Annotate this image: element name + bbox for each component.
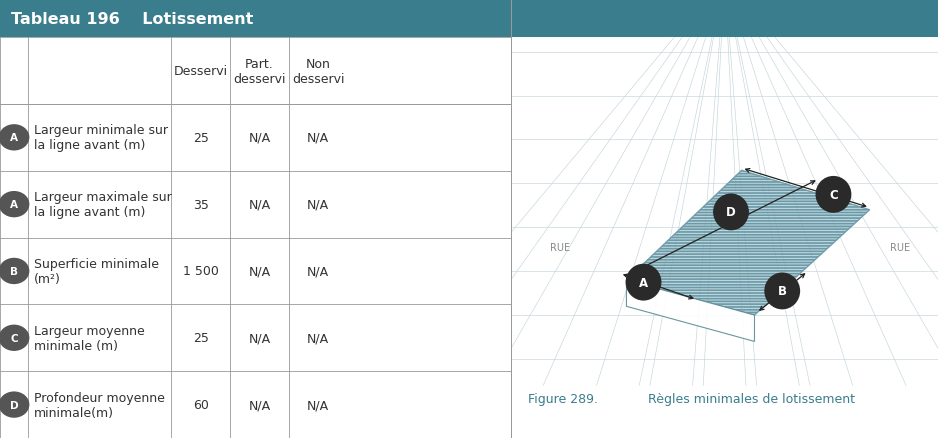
Text: Règles minimales de lotissement: Règles minimales de lotissement bbox=[648, 392, 855, 405]
Polygon shape bbox=[627, 171, 870, 315]
Text: Tableau 196    Lotissement: Tableau 196 Lotissement bbox=[11, 11, 253, 27]
Text: 25: 25 bbox=[192, 332, 208, 345]
Text: Largeur moyenne
minimale (m): Largeur moyenne minimale (m) bbox=[35, 324, 145, 352]
Bar bbox=[511, 0, 938, 38]
Text: Desservi: Desservi bbox=[174, 65, 228, 78]
Text: 60: 60 bbox=[192, 398, 208, 411]
Text: Profondeur moyenne
minimale(m): Profondeur moyenne minimale(m) bbox=[35, 391, 165, 419]
Text: N/A: N/A bbox=[307, 131, 329, 145]
Circle shape bbox=[626, 264, 661, 301]
Text: N/A: N/A bbox=[307, 398, 329, 411]
Text: Largeur minimale sur
la ligne avant (m): Largeur minimale sur la ligne avant (m) bbox=[35, 124, 168, 152]
Text: D: D bbox=[726, 206, 736, 219]
Text: N/A: N/A bbox=[249, 398, 270, 411]
Text: Largeur maximale sur
la ligne avant (m): Largeur maximale sur la ligne avant (m) bbox=[35, 191, 172, 219]
Text: Superficie minimale
(m²): Superficie minimale (m²) bbox=[35, 258, 159, 285]
Circle shape bbox=[0, 258, 29, 285]
Text: Figure 289.: Figure 289. bbox=[528, 392, 598, 405]
Text: D: D bbox=[9, 400, 19, 410]
Circle shape bbox=[0, 392, 29, 418]
Text: C: C bbox=[829, 188, 838, 201]
Circle shape bbox=[0, 125, 29, 151]
Text: RUE: RUE bbox=[551, 243, 570, 252]
Text: B: B bbox=[778, 285, 787, 298]
Text: N/A: N/A bbox=[249, 265, 270, 278]
Circle shape bbox=[0, 325, 29, 351]
Text: N/A: N/A bbox=[249, 332, 270, 345]
Text: 1 500: 1 500 bbox=[183, 265, 219, 278]
Bar bbox=[0, 0, 511, 38]
Text: N/A: N/A bbox=[307, 332, 329, 345]
Text: Part.
desservi: Part. desservi bbox=[234, 57, 286, 85]
Text: RUE: RUE bbox=[889, 243, 910, 252]
Text: 25: 25 bbox=[192, 131, 208, 145]
Text: C: C bbox=[10, 333, 18, 343]
Text: N/A: N/A bbox=[307, 265, 329, 278]
Circle shape bbox=[764, 273, 800, 310]
Text: N/A: N/A bbox=[249, 131, 270, 145]
Polygon shape bbox=[627, 280, 754, 342]
Circle shape bbox=[0, 191, 29, 218]
Text: 35: 35 bbox=[192, 198, 208, 211]
Text: N/A: N/A bbox=[307, 198, 329, 211]
Text: A: A bbox=[10, 200, 18, 210]
Text: B: B bbox=[10, 266, 18, 276]
Text: Non
desservi: Non desservi bbox=[292, 57, 344, 85]
Circle shape bbox=[713, 194, 749, 231]
Text: N/A: N/A bbox=[249, 198, 270, 211]
Text: A: A bbox=[639, 276, 648, 289]
Text: A: A bbox=[10, 133, 18, 143]
Circle shape bbox=[815, 177, 852, 213]
